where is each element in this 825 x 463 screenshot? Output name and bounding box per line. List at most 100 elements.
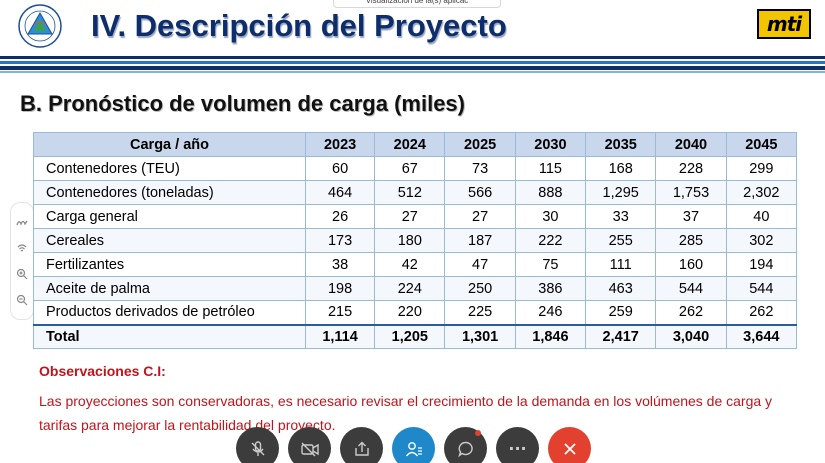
table-cell: 73	[444, 156, 516, 181]
table-cell: 1,114	[304, 323, 376, 349]
table-cell: 386	[514, 276, 587, 301]
table-row: Aceite de palma 198 224 250 386 463 544 …	[33, 276, 798, 301]
row-label: Cereales	[33, 228, 306, 253]
table-cell: 464	[304, 180, 376, 205]
table-cell: 220	[374, 300, 446, 325]
table-cell: 228	[655, 156, 727, 181]
column-header: 2030	[514, 132, 587, 157]
observations-title: Observaciones C.I:	[39, 363, 166, 379]
tooltip: Visualización de la(s) aplicac	[333, 0, 501, 8]
pointer-icon[interactable]	[15, 241, 29, 255]
call-controls: ···	[236, 427, 591, 463]
share-screen-button[interactable]	[340, 427, 383, 463]
table-cell: 38	[304, 252, 376, 277]
chat-button[interactable]	[444, 427, 487, 463]
table-cell: 26	[304, 204, 376, 229]
table-cell: 255	[585, 228, 657, 253]
chat-icon	[457, 441, 473, 457]
table-cell: 47	[444, 252, 516, 277]
column-header: 2023	[304, 132, 376, 157]
table-cell: 512	[374, 180, 446, 205]
table-cell: 42	[374, 252, 446, 277]
table-cell: 198	[304, 276, 376, 301]
table-cell: 194	[725, 252, 798, 277]
government-seal-logo	[15, 3, 65, 49]
column-header: 2045	[725, 132, 798, 157]
camera-button[interactable]	[288, 427, 331, 463]
row-label: Contenedores (TEU)	[33, 156, 306, 181]
table-header-row: Carga / año 2023 2024 2025 2030 2035 204…	[33, 132, 798, 157]
table-cell: 60	[304, 156, 376, 181]
table-cell: 173	[304, 228, 376, 253]
table-cell: 2,302	[725, 180, 798, 205]
header-stripe	[0, 56, 825, 59]
more-icon: ···	[508, 439, 527, 458]
table-row: Contenedores (TEU) 60 67 73 115 168 228 …	[33, 156, 798, 181]
table-cell: 27	[444, 204, 516, 229]
participants-button[interactable]	[392, 427, 435, 463]
table-row: Contenedores (toneladas) 464 512 566 888…	[33, 180, 798, 205]
row-label: Contenedores (toneladas)	[33, 180, 306, 205]
zoom-in-icon[interactable]	[15, 267, 29, 281]
table-cell: 67	[374, 156, 446, 181]
table-cell: 299	[725, 156, 798, 181]
cargo-forecast-table: Carga / año 2023 2024 2025 2030 2035 204…	[33, 132, 798, 349]
table-cell: 1,205	[374, 323, 446, 349]
header-stripe	[0, 71, 825, 73]
table-cell: 566	[444, 180, 516, 205]
table-cell: 544	[655, 276, 727, 301]
table-cell: 259	[585, 300, 657, 325]
table-cell: 250	[444, 276, 516, 301]
row-label: Carga general	[33, 204, 306, 229]
row-label: Total	[33, 323, 306, 349]
table-cell: 37	[655, 204, 727, 229]
slide-title: IV. Descripción del Proyecto	[91, 8, 507, 43]
table-cell: 168	[585, 156, 657, 181]
table-cell: 115	[514, 156, 587, 181]
table-cell: 262	[725, 300, 798, 325]
zoom-out-icon[interactable]	[15, 293, 29, 307]
slide-subtitle: B. Pronóstico de volumen de carga (miles…	[20, 91, 465, 116]
column-header: 2040	[655, 132, 727, 157]
table-cell: 75	[514, 252, 587, 277]
column-header: 2024	[374, 132, 446, 157]
participants-icon	[405, 441, 422, 456]
more-options-button[interactable]: ···	[496, 427, 539, 463]
annotate-icon[interactable]	[15, 215, 29, 229]
end-call-icon	[563, 442, 576, 455]
table-cell: 888	[514, 180, 587, 205]
table-cell: 33	[585, 204, 657, 229]
mute-button[interactable]	[236, 427, 279, 463]
share-screen-icon	[354, 441, 369, 456]
microphone-muted-icon	[251, 440, 264, 456]
side-toolbar	[10, 202, 34, 320]
table-total-row: Total 1,114 1,205 1,301 1,846 2,417 3,04…	[33, 323, 798, 349]
header-stripe	[0, 61, 825, 64]
camera-off-icon	[300, 442, 319, 456]
table-cell: 1,846	[514, 323, 587, 349]
row-label: Productos derivados de petróleo	[33, 300, 306, 325]
table-cell: 30	[514, 204, 587, 229]
table-cell: 180	[374, 228, 446, 253]
table-row: Cereales 173 180 187 222 255 285 302	[33, 228, 798, 253]
column-header: 2035	[585, 132, 657, 157]
table-row: Fertilizantes 38 42 47 75 111 160 194	[33, 252, 798, 277]
row-label: Fertilizantes	[33, 252, 306, 277]
table-cell: 187	[444, 228, 516, 253]
table-cell: 1,753	[655, 180, 727, 205]
row-label: Aceite de palma	[33, 276, 306, 301]
column-header: 2025	[444, 132, 516, 157]
unread-indicator	[475, 430, 481, 436]
table-cell: 225	[444, 300, 516, 325]
table-cell: 285	[655, 228, 727, 253]
table-cell: 463	[585, 276, 657, 301]
table-cell: 222	[514, 228, 587, 253]
table-cell: 544	[725, 276, 798, 301]
end-call-button[interactable]	[548, 427, 591, 463]
table-cell: 215	[304, 300, 376, 325]
table-cell: 160	[655, 252, 727, 277]
column-header: Carga / año	[33, 132, 306, 157]
table-cell: 302	[725, 228, 798, 253]
table-cell: 262	[655, 300, 727, 325]
table-cell: 1,295	[585, 180, 657, 205]
